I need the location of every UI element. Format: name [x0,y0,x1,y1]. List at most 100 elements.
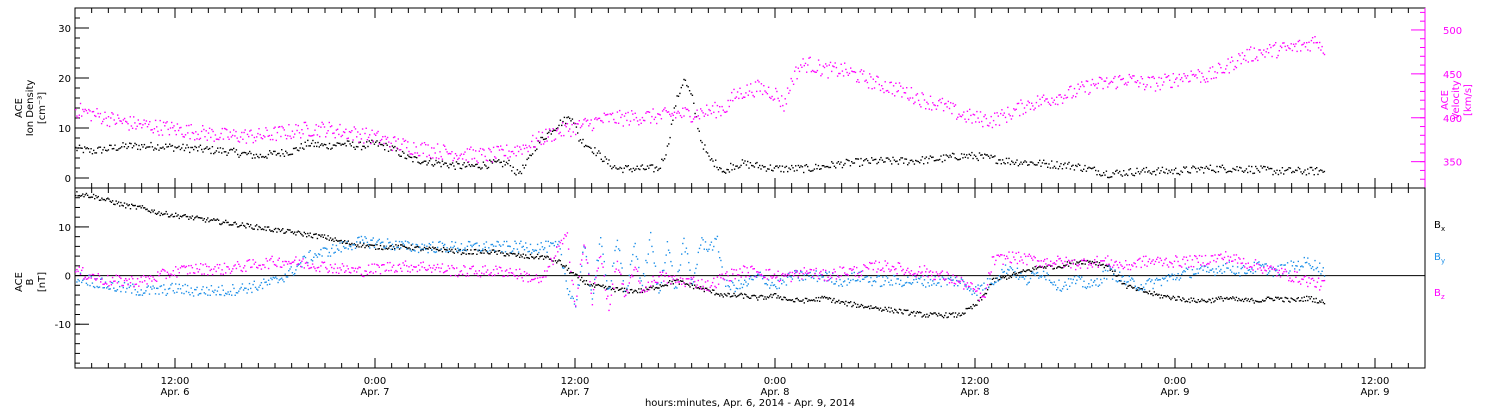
velocity-point [1306,42,1308,44]
by-point [1134,285,1136,287]
by-point [222,289,224,291]
bx-point [917,312,920,314]
by-point [225,292,227,295]
bz-point [629,276,632,279]
velocity-point [672,114,674,116]
density-point [1017,165,1020,167]
density-point [1227,171,1229,173]
bz-point [453,267,455,270]
bz-point [435,266,438,269]
velocity-point [620,116,622,119]
density-point [369,142,372,144]
by-point [335,244,338,247]
bx-point [425,247,427,250]
bz-point [454,274,457,277]
bx-point [1082,263,1084,265]
bz-point [110,284,113,286]
by-point [577,284,579,286]
by-point [726,279,728,282]
density-point [221,152,223,154]
bz-point [329,264,332,266]
bx-point [927,316,929,318]
by-point [348,245,351,247]
by-point [700,244,702,246]
by-point [1192,273,1195,275]
bx-point [548,258,551,260]
by-point [829,277,832,280]
bz-point [596,270,598,272]
by-point [442,244,445,247]
density-point [785,165,788,168]
by-point [1088,283,1090,285]
density-point [1237,169,1240,172]
bz-point [446,269,448,272]
velocity-point [938,100,940,102]
density-point [989,157,991,159]
velocity-point [863,70,865,72]
velocity-point [1047,101,1049,103]
bx-point [356,245,358,248]
velocity-point [815,71,817,73]
density-point [1273,170,1276,172]
by-point [231,294,233,296]
bx-point [229,224,232,226]
by-point [500,245,502,247]
density-point [1029,161,1032,163]
density-point [118,148,120,150]
density-point [508,159,510,162]
bz-point [157,271,159,273]
velocity-point [591,129,594,132]
by-point [719,257,721,259]
bz-point [251,266,253,268]
bx-point [619,288,621,291]
bx-point [358,246,360,248]
density-point [679,92,681,95]
velocity-point [539,140,541,142]
bx-point [223,221,226,224]
velocity-point [1198,70,1201,73]
density-point [573,122,575,124]
velocity-point [902,87,904,89]
bx-point [533,257,535,260]
by-point [446,247,448,249]
velocity-point [283,129,285,131]
density-point [1084,164,1086,167]
bz-point [584,246,586,248]
velocity-point [350,131,352,134]
by-point [1058,279,1060,281]
velocity-point [820,75,822,77]
bz-point [181,265,183,267]
bx-point [804,297,807,300]
density-point [839,163,841,165]
density-point [419,163,422,165]
velocity-point [834,62,836,64]
bx-point [902,313,904,315]
velocity-point [475,150,477,152]
bx-point [846,305,848,307]
by-point [669,252,671,254]
velocity-point [1236,60,1239,62]
by-point [513,248,515,250]
density-point [310,142,313,145]
density-point [237,153,239,156]
density-point [527,157,530,159]
by-point [336,248,339,250]
velocity-point [241,131,243,134]
bz-point [332,272,334,274]
bz-point [96,278,98,280]
by-point [788,272,790,275]
density-point [575,126,578,128]
by-point [1248,269,1251,271]
bx-point [488,253,490,255]
bx-point [163,213,165,215]
density-point [864,159,866,161]
by-point [911,282,914,284]
velocity-point [911,97,914,99]
bx-point [1234,299,1236,301]
bz-point [609,303,611,306]
by-point [686,253,689,255]
velocity-point [122,119,125,121]
density-point [861,164,864,166]
density-point [141,144,143,146]
density-point [286,152,288,154]
